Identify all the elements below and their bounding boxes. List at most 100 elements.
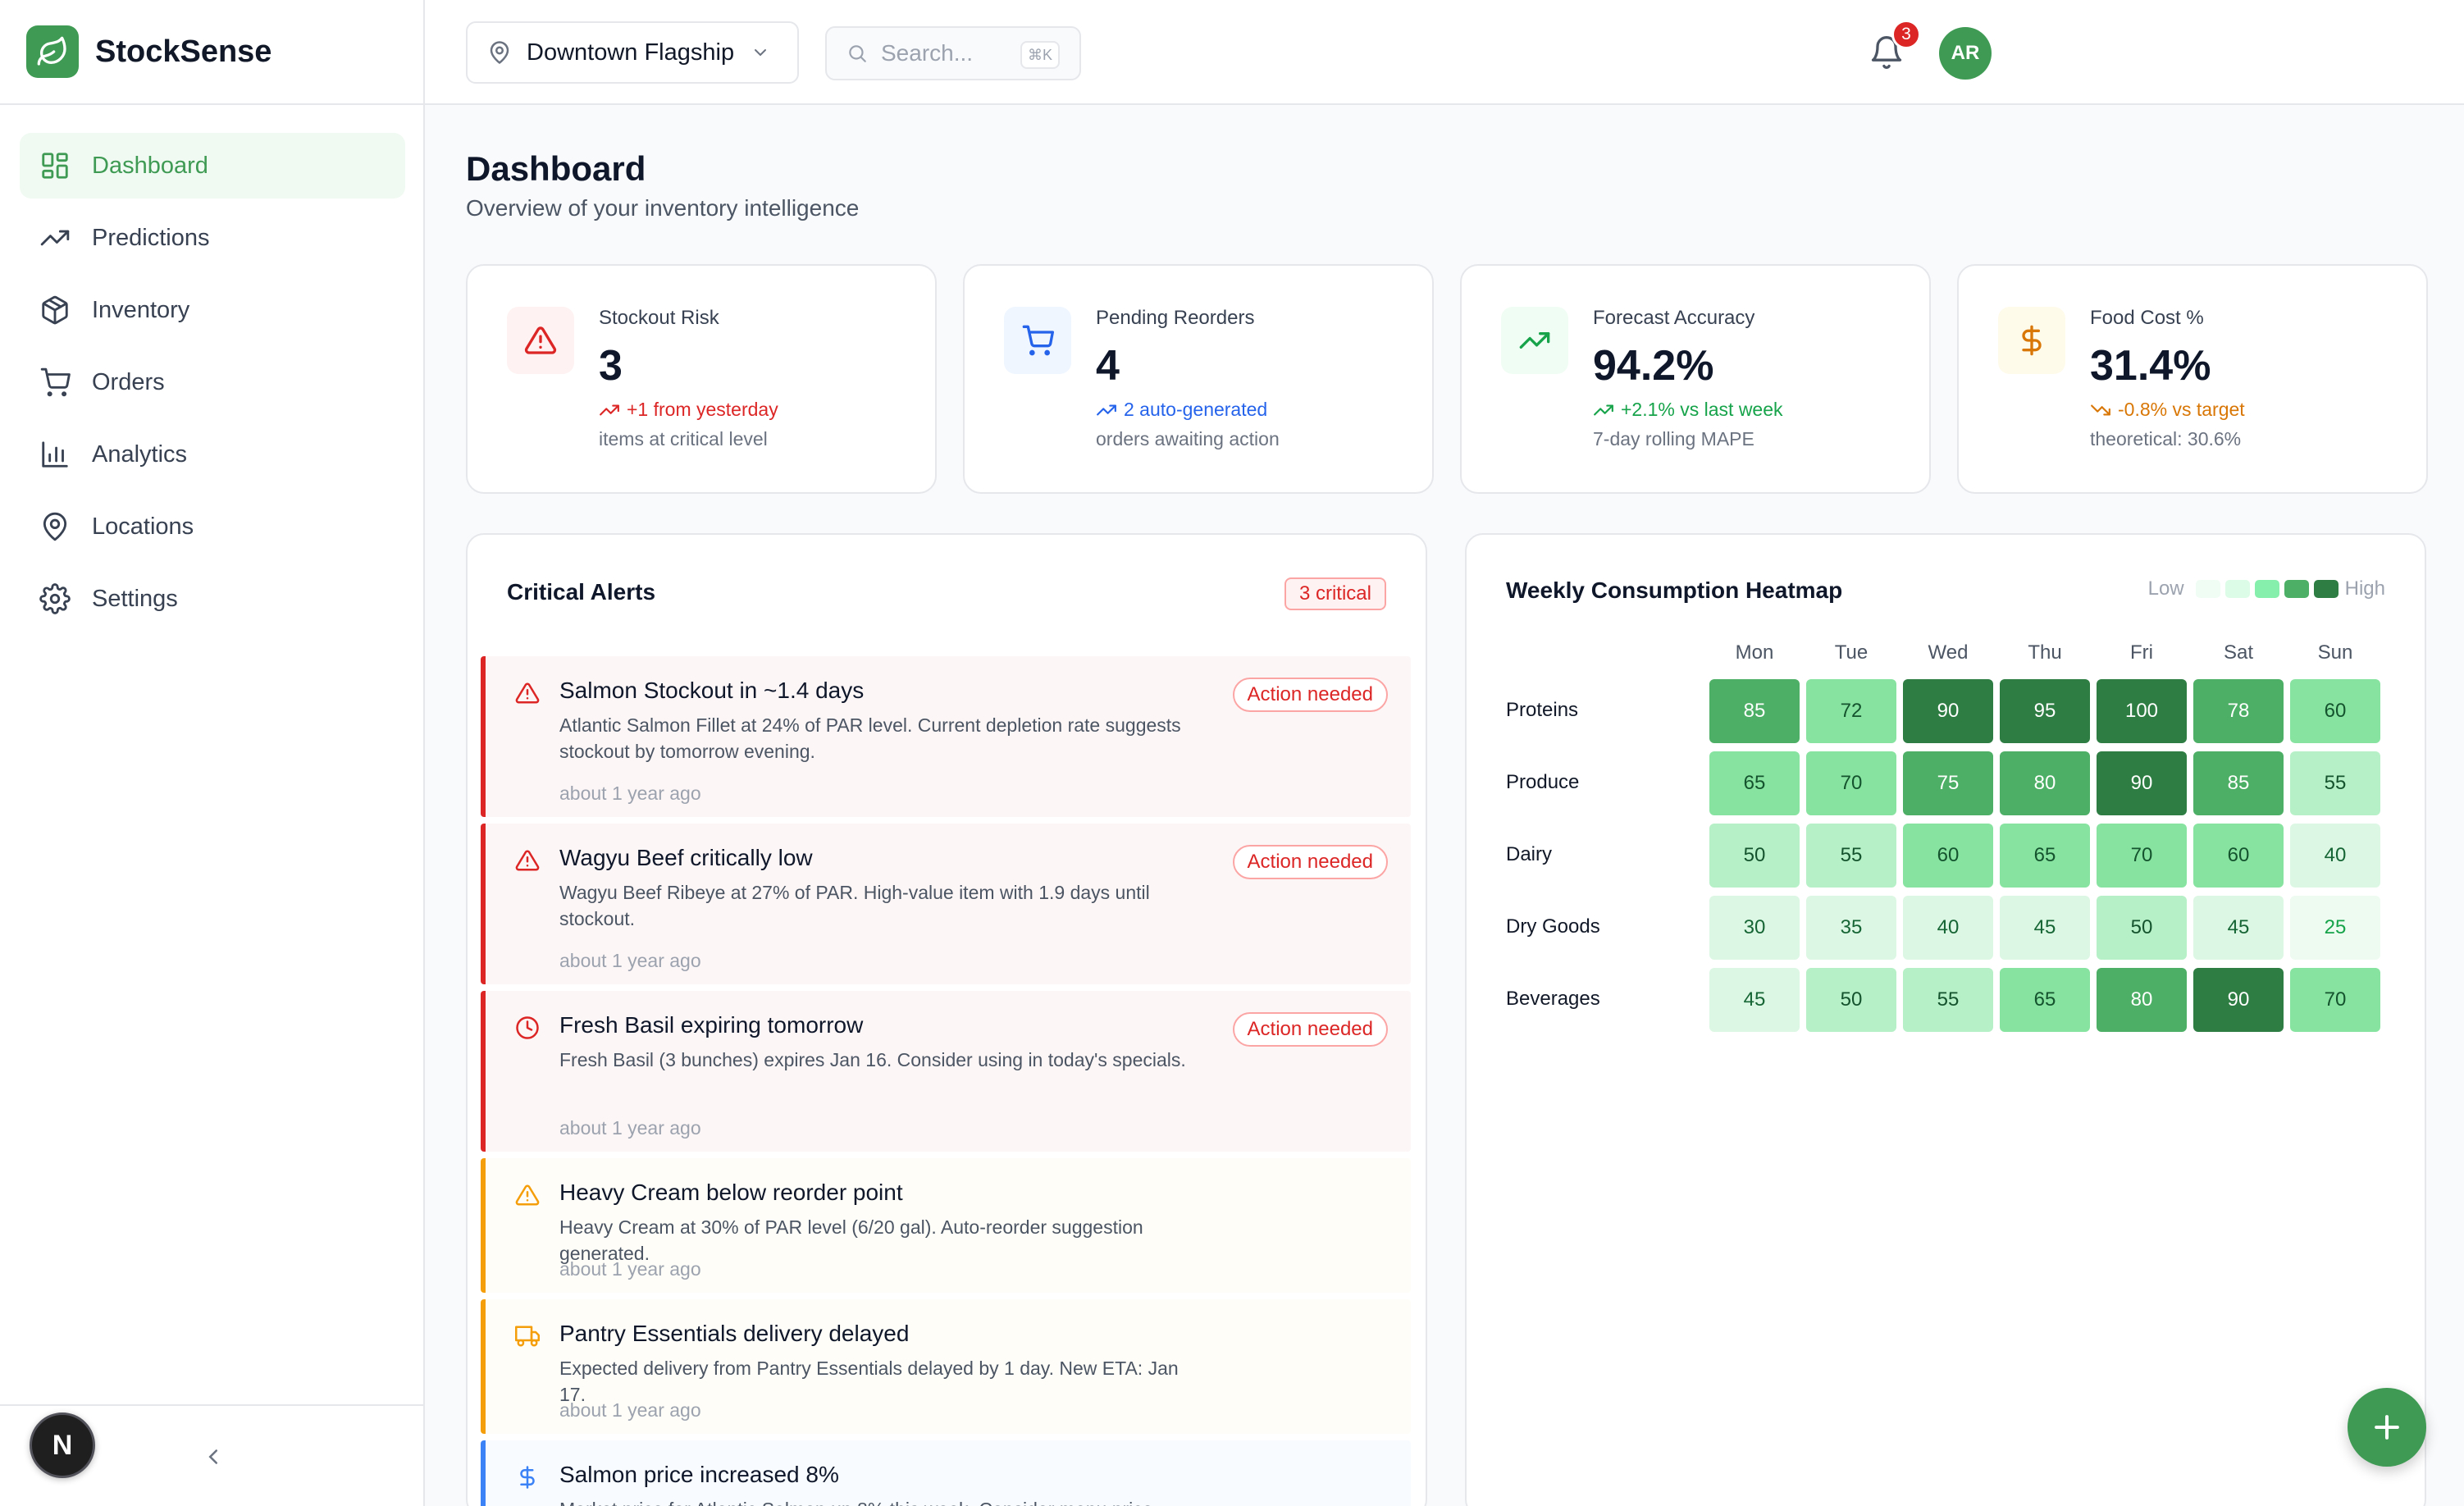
action-needed-button[interactable]: Action needed: [1232, 1012, 1388, 1047]
notifications-button[interactable]: [1869, 34, 1905, 71]
heatmap-cell[interactable]: 90: [1903, 679, 1993, 743]
kpi-trend-text: +2.1% vs last week: [1621, 399, 1783, 420]
alert-item[interactable]: Salmon price increased 8% Market price fo…: [481, 1440, 1411, 1506]
clock-icon: [516, 1016, 539, 1039]
sidebar-item-inventory[interactable]: Inventory: [20, 277, 405, 343]
kpi-value: 3: [599, 342, 623, 390]
dollar-icon: [2022, 325, 2042, 356]
alert-title: Heavy Cream below reorder point: [559, 1180, 903, 1205]
alert-item[interactable]: Pantry Essentials delivery delayed Expect…: [481, 1299, 1411, 1434]
alert-item[interactable]: Fresh Basil expiring tomorrow Fresh Basil…: [481, 991, 1411, 1152]
heatmap-cell[interactable]: 72: [1806, 679, 1896, 743]
sidebar-item-orders[interactable]: Orders: [20, 349, 405, 415]
kpi-card-food-cost[interactable]: Food Cost % 31.4% -0.8% vs target theoretic…: [1957, 264, 2428, 494]
alert-item[interactable]: Salmon Stockout in ~1.4 days Atlantic Sal…: [481, 656, 1411, 817]
heatmap-cell[interactable]: 80: [2000, 751, 2090, 815]
heatmap-cell[interactable]: 60: [1903, 824, 1993, 888]
trending-up-icon: [40, 230, 70, 246]
heatmap-cell[interactable]: 65: [1709, 751, 1800, 815]
action-needed-button[interactable]: Action needed: [1232, 845, 1388, 879]
heatmap-cell[interactable]: 30: [1709, 896, 1800, 960]
heatmap-cell[interactable]: 85: [2193, 751, 2284, 815]
sidebar-nav: Dashboard Predictions Inventory Orders Analy…: [20, 133, 405, 638]
heatmap-cell[interactable]: 65: [2000, 968, 2090, 1032]
heatmap-cell[interactable]: 55: [2290, 751, 2380, 815]
heatmap-cell[interactable]: 70: [2097, 824, 2187, 888]
critical-count-badge: 3 critical: [1284, 577, 1386, 610]
heatmap-cell[interactable]: 45: [2000, 896, 2090, 960]
legend-swatch: [2224, 580, 2250, 598]
heatmap-cell[interactable]: 50: [1709, 824, 1800, 888]
notification-count-badge: 3: [1891, 20, 1921, 49]
sidebar-item-analytics[interactable]: Analytics: [20, 422, 405, 487]
heatmap-cell[interactable]: 90: [2193, 968, 2284, 1032]
alert-title: Wagyu Beef critically low: [559, 845, 813, 870]
alert-icon: [515, 1465, 540, 1494]
kpi-icon-box: [507, 307, 574, 374]
search-input[interactable]: Search... ⌘K: [825, 26, 1081, 80]
heatmap-cell[interactable]: 75: [1903, 751, 1993, 815]
alert-time: about 1 year ago: [559, 950, 701, 971]
heatmap-cell[interactable]: 60: [2290, 679, 2380, 743]
location-select[interactable]: Downtown Flagship: [466, 21, 799, 84]
warning-icon: [515, 850, 540, 871]
sidebar-item-label: Analytics: [92, 440, 188, 468]
page-subtitle: Overview of your inventory intelligence: [466, 195, 860, 221]
kpi-trend: -0.8% vs target: [2090, 399, 2245, 421]
heatmap-cell[interactable]: 35: [1806, 896, 1896, 960]
avatar[interactable]: AR: [1939, 27, 1992, 80]
kpi-trend: 2 auto-generated: [1096, 399, 1267, 421]
sidebar-item-locations[interactable]: Locations: [20, 494, 405, 559]
heatmap-cell[interactable]: 50: [1806, 968, 1896, 1032]
heatmap-cell[interactable]: 85: [1709, 679, 1800, 743]
kpi-trend: +1 from yesterday: [599, 399, 778, 421]
collapse-sidebar-button[interactable]: [197, 1440, 230, 1473]
sidebar-item-settings[interactable]: Settings: [20, 566, 405, 632]
page-title: Dashboard: [466, 149, 646, 188]
heatmap-cell[interactable]: 90: [2097, 751, 2187, 815]
legend-low-label: Low: [2147, 577, 2184, 600]
heatmap-cell[interactable]: 100: [2097, 679, 2187, 743]
heatmap-cell[interactable]: 55: [1806, 824, 1896, 888]
brand-name: StockSense: [95, 34, 272, 69]
alert-item[interactable]: Heavy Cream below reorder point Heavy Cre…: [481, 1158, 1411, 1293]
heatmap-cell[interactable]: 80: [2097, 968, 2187, 1032]
kpi-card-stockout-risk[interactable]: Stockout Risk 3 +1 from yesterday items at …: [466, 264, 937, 494]
heatmap-cell[interactable]: 25: [2290, 896, 2380, 960]
kpi-card-forecast-accuracy[interactable]: Forecast Accuracy 94.2% +2.1% vs last week…: [1460, 264, 1931, 494]
kpi-icon-box: [1004, 307, 1071, 374]
kpi-card-pending-reorders[interactable]: Pending Reorders 4 2 auto-generated orders …: [963, 264, 1434, 494]
bell-icon: [1871, 36, 1902, 69]
warning-icon: [515, 682, 540, 704]
heatmap-cell[interactable]: 70: [1806, 751, 1896, 815]
action-needed-button[interactable]: Action needed: [1232, 678, 1388, 712]
truck-icon: [515, 1326, 540, 1347]
heatmap-cell[interactable]: 70: [2290, 968, 2380, 1032]
brand[interactable]: StockSense: [0, 0, 423, 105]
sidebar-item-predictions[interactable]: Predictions: [20, 205, 405, 271]
heatmap-cell[interactable]: 55: [1903, 968, 1993, 1032]
heatmap-cell[interactable]: 95: [2000, 679, 2090, 743]
trend-down-icon: [2091, 404, 2110, 415]
alert-icon: [515, 1324, 540, 1353]
kpi-trend: +2.1% vs last week: [1593, 399, 1783, 421]
framework-badge[interactable]: N: [30, 1412, 95, 1478]
heatmap-cell[interactable]: 45: [2193, 896, 2284, 960]
heatmap-cell[interactable]: 50: [2097, 896, 2187, 960]
sidebar-item-dashboard[interactable]: Dashboard: [20, 133, 405, 199]
heatmap-cell[interactable]: 78: [2193, 679, 2284, 743]
heatmap-day-label: Fri: [2130, 641, 2153, 664]
sidebar-item-label: Orders: [92, 368, 165, 395]
alert-item[interactable]: Wagyu Beef critically low Wagyu Beef Ribe…: [481, 824, 1411, 984]
heatmap-day-label: Sun: [2317, 641, 2353, 664]
heatmap-cell[interactable]: 60: [2193, 824, 2284, 888]
heatmap-cell[interactable]: 40: [2290, 824, 2380, 888]
heatmap-title: Weekly Consumption Heatmap: [1506, 577, 1843, 603]
kpi-note: theoretical: 30.6%: [2090, 428, 2242, 450]
kpi-label: Stockout Risk: [599, 307, 719, 329]
kpi-icon-box: [1501, 307, 1568, 374]
heatmap-cell[interactable]: 40: [1903, 896, 1993, 960]
add-button[interactable]: [2348, 1388, 2426, 1467]
heatmap-cell[interactable]: 45: [1709, 968, 1800, 1032]
heatmap-cell[interactable]: 65: [2000, 824, 2090, 888]
